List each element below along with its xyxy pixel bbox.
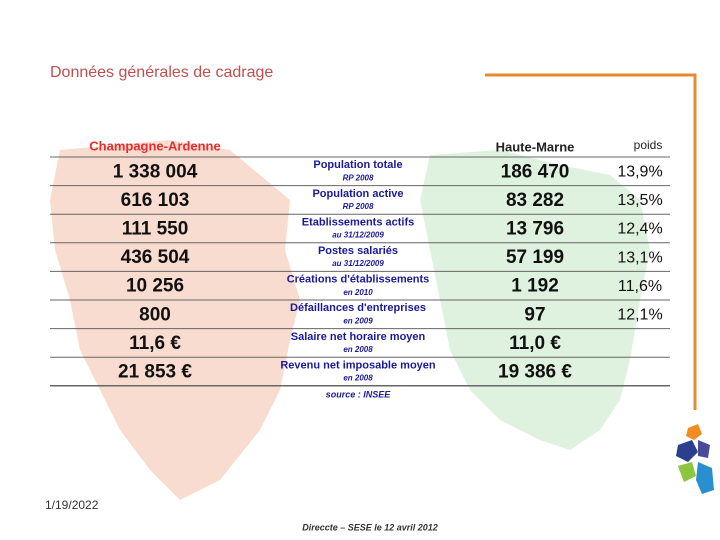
period: RP 2008 (343, 173, 374, 182)
period: en 2009 (343, 316, 373, 325)
header: poids (634, 138, 663, 152)
hm-value: 57 199 (506, 247, 564, 268)
title: Données générales de cadrage (50, 64, 273, 81)
header: Haute-Marne (496, 139, 575, 154)
period: en 2010 (343, 288, 373, 297)
ca-value: 616 103 (121, 190, 190, 211)
indicator: Défaillances d'entreprises (290, 302, 426, 314)
indicator: Population totale (313, 159, 402, 171)
hm-value: 1 192 (511, 276, 559, 297)
hm-value: 186 470 (501, 161, 570, 182)
indicator: Postes salariés (318, 245, 398, 257)
hm-value: 11,0 € (509, 333, 561, 354)
source: source : INSEE (326, 389, 392, 399)
period: au 31/12/2009 (332, 259, 384, 268)
indicator: Etablissements actifs (302, 216, 415, 228)
ca-value: 11,6 € (129, 333, 181, 354)
hm-value: 97 (524, 304, 545, 325)
ca-value: 800 (139, 304, 171, 325)
map-champagne-ardenne (50, 140, 300, 500)
period: au 31/12/2009 (332, 231, 384, 240)
period: en 2008 (343, 345, 373, 354)
ca-value: 21 853 € (118, 362, 192, 383)
period: RP 2008 (343, 202, 374, 211)
poids: 12,1% (617, 307, 662, 324)
poids: 12,4% (617, 221, 662, 238)
ca-value: 111 550 (122, 219, 189, 240)
indicator: Revenu net imposable moyen (280, 359, 436, 371)
ca-value: 10 256 (126, 276, 184, 297)
indicator: Population active (312, 188, 403, 200)
poids: 13,5% (617, 192, 662, 209)
indicator: Salaire net horaire moyen (291, 331, 426, 343)
hm-value: 13 796 (506, 219, 564, 240)
poids: 11,6% (618, 278, 662, 295)
poids: 13,1% (617, 249, 662, 266)
hm-value: 19 386 € (498, 362, 572, 383)
indicator: Créations d'établissements (287, 274, 430, 286)
header: Champagne-Ardenne (89, 138, 220, 153)
poids: 13,9% (617, 164, 662, 181)
date: 1/19/2022 (45, 498, 99, 512)
footer: Direccte – SESE le 12 avril 2012 (302, 522, 438, 532)
logo (676, 424, 714, 494)
hm-value: 83 282 (506, 190, 564, 211)
period: en 2008 (343, 374, 373, 383)
ca-value: 436 504 (121, 247, 190, 268)
frame-line (485, 73, 697, 410)
ca-value: 1 338 004 (113, 161, 198, 182)
